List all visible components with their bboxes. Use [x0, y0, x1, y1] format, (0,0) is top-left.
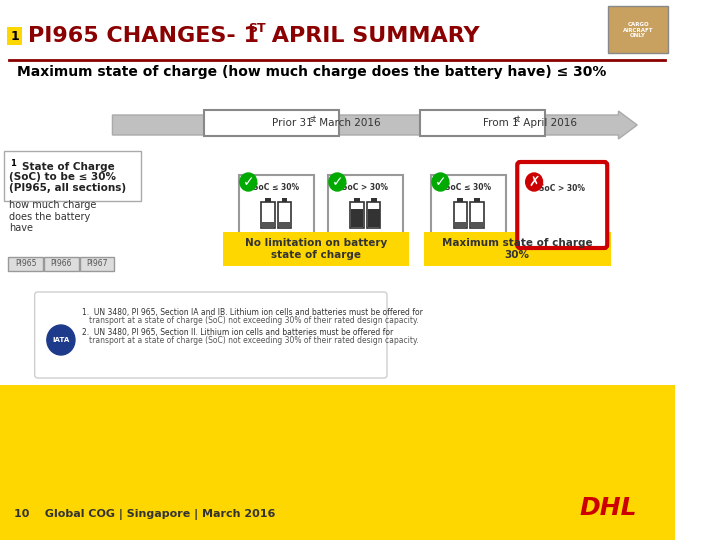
Text: Maximum state of charge
30%: Maximum state of charge 30%	[442, 238, 593, 260]
Circle shape	[240, 173, 257, 191]
Text: how much charge
does the battery
have: how much charge does the battery have	[9, 200, 96, 233]
Text: SoC ≤ 30%: SoC ≤ 30%	[446, 183, 492, 192]
Bar	[457, 198, 463, 202]
FancyBboxPatch shape	[223, 232, 410, 266]
FancyBboxPatch shape	[367, 202, 380, 228]
Text: (SoC) to be ≤ 30%: (SoC) to be ≤ 30%	[9, 172, 117, 182]
FancyBboxPatch shape	[425, 232, 611, 266]
FancyBboxPatch shape	[420, 110, 545, 136]
FancyBboxPatch shape	[564, 202, 577, 228]
Bar	[565, 208, 576, 227]
Text: PI965 CHANGES- 1: PI965 CHANGES- 1	[28, 26, 259, 46]
FancyBboxPatch shape	[351, 202, 364, 228]
Bar	[0, 0, 675, 60]
Circle shape	[526, 173, 543, 191]
Bar	[279, 221, 290, 227]
FancyBboxPatch shape	[9, 257, 43, 271]
Text: PI967: PI967	[86, 260, 108, 268]
Text: (PI965, all sections): (PI965, all sections)	[9, 183, 127, 193]
Bar	[354, 198, 359, 202]
Text: DHL: DHL	[580, 496, 637, 520]
Text: ✓: ✓	[435, 175, 446, 189]
FancyBboxPatch shape	[470, 202, 484, 228]
FancyBboxPatch shape	[608, 6, 668, 53]
FancyBboxPatch shape	[526, 176, 599, 244]
Text: ✗: ✗	[528, 175, 540, 189]
Circle shape	[432, 173, 449, 191]
FancyBboxPatch shape	[431, 175, 506, 245]
Text: APRIL SUMMARY: APRIL SUMMARY	[264, 26, 480, 46]
Bar	[552, 198, 557, 202]
Bar	[0, 385, 675, 540]
Text: PI966: PI966	[50, 260, 72, 268]
FancyBboxPatch shape	[261, 202, 274, 228]
Text: SoC > 30%: SoC > 30%	[539, 184, 585, 193]
FancyBboxPatch shape	[239, 175, 314, 245]
Text: 1.  UN 3480, PI 965, Section IA and IB. Lithium ion cells and batteries must be : 1. UN 3480, PI 965, Section IA and IB. L…	[83, 308, 423, 317]
Text: March 2016: March 2016	[316, 118, 380, 128]
Text: SoC ≤ 30%: SoC ≤ 30%	[253, 183, 300, 192]
FancyBboxPatch shape	[7, 27, 22, 45]
Text: ST: ST	[248, 22, 266, 35]
FancyBboxPatch shape	[279, 202, 292, 228]
Bar	[351, 208, 363, 227]
Bar	[474, 198, 480, 202]
Text: PI965: PI965	[15, 260, 37, 268]
Text: Maximum state of charge (how much charge does the battery have) ≤ 30%: Maximum state of charge (how much charge…	[17, 65, 606, 79]
Text: State of Charge: State of Charge	[22, 162, 115, 172]
Text: 10    Global COG | Singapore | March 2016: 10 Global COG | Singapore | March 2016	[14, 509, 276, 520]
Text: April 2016: April 2016	[520, 118, 577, 128]
Text: CARGO
AIRCRAFT
ONLY: CARGO AIRCRAFT ONLY	[623, 22, 653, 38]
Bar	[454, 221, 466, 227]
FancyBboxPatch shape	[80, 257, 114, 271]
Text: ✓: ✓	[243, 175, 254, 189]
Text: st: st	[309, 116, 316, 125]
FancyBboxPatch shape	[7, 158, 19, 170]
Bar	[372, 198, 377, 202]
Bar	[262, 221, 274, 227]
FancyBboxPatch shape	[547, 202, 560, 228]
Text: No limitation on battery
state of charge: No limitation on battery state of charge	[245, 238, 387, 260]
Bar	[548, 208, 559, 227]
Bar	[568, 198, 573, 202]
Text: transport at a state of charge (SoC) not exceeding 30% of their rated design cap: transport at a state of charge (SoC) not…	[89, 336, 419, 345]
Text: IATA: IATA	[53, 337, 70, 343]
Bar	[282, 198, 287, 202]
Text: 1: 1	[10, 159, 16, 168]
Bar	[368, 208, 379, 227]
Text: transport at a state of charge (SoC) not exceeding 30% of their rated design cap: transport at a state of charge (SoC) not…	[89, 316, 419, 325]
FancyBboxPatch shape	[4, 151, 142, 201]
Text: SoC > 30%: SoC > 30%	[343, 183, 389, 192]
Text: 2.  UN 3480, PI 965, Section II. Lithium ion cells and batteries must be offered: 2. UN 3480, PI 965, Section II. Lithium …	[83, 328, 394, 337]
Circle shape	[329, 173, 346, 191]
Text: ✓: ✓	[331, 175, 343, 189]
FancyArrow shape	[112, 111, 637, 139]
Bar	[266, 198, 271, 202]
Text: 1: 1	[11, 30, 19, 43]
FancyBboxPatch shape	[328, 175, 403, 245]
FancyBboxPatch shape	[35, 292, 387, 378]
Text: From 1: From 1	[482, 118, 518, 128]
FancyBboxPatch shape	[204, 110, 339, 136]
Circle shape	[47, 325, 75, 355]
FancyBboxPatch shape	[517, 162, 607, 248]
Bar	[472, 221, 482, 227]
FancyBboxPatch shape	[454, 202, 467, 228]
FancyBboxPatch shape	[44, 257, 78, 271]
Text: st: st	[513, 116, 521, 125]
Text: Prior 31: Prior 31	[271, 118, 312, 128]
